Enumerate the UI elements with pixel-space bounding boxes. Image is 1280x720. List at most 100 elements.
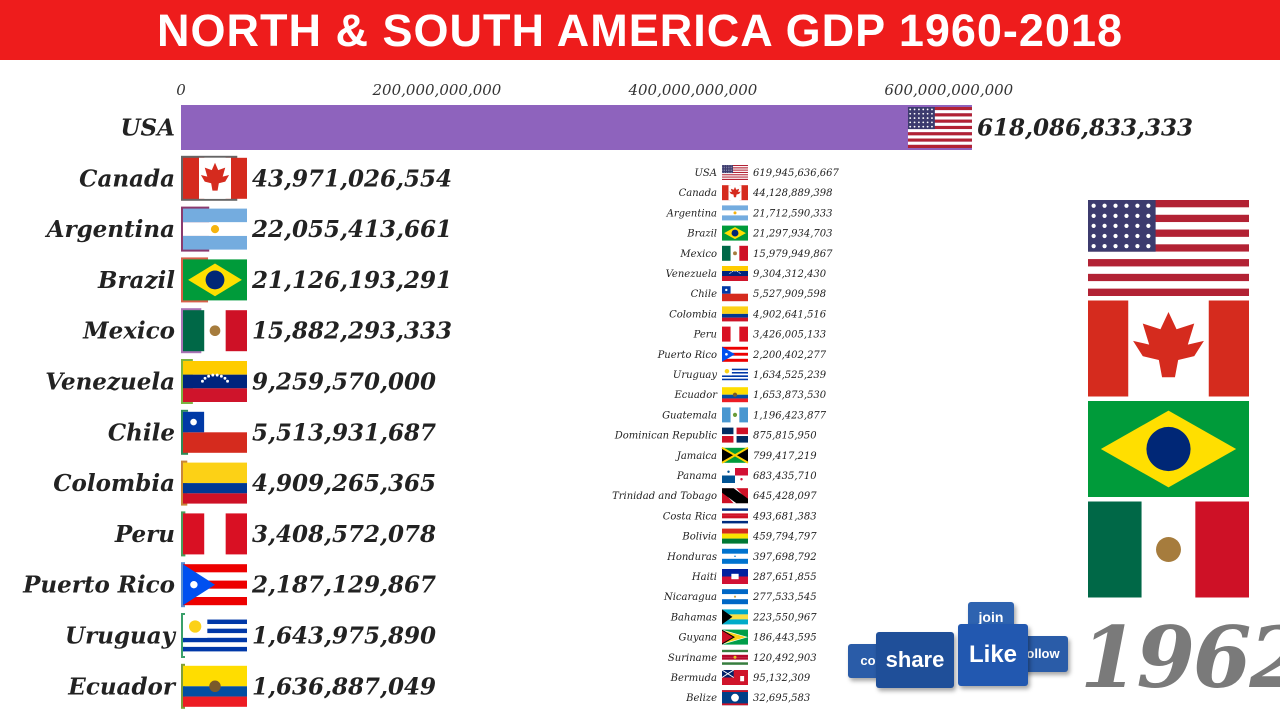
bar-group: Ecuador 1,636,887,049 [67, 663, 436, 709]
table-country: Suriname [668, 653, 717, 664]
value-label: 22,055,413,661 [251, 216, 452, 243]
flag-icon [722, 488, 748, 504]
flag-icon [722, 589, 748, 605]
bar-group: Mexico 15,882,293,333 [82, 308, 452, 354]
table-row: Bermuda 95,132,309 [670, 669, 811, 685]
table-row: Puerto Rico 2,200,402,277 [657, 346, 827, 362]
flag-icon [1088, 501, 1249, 598]
table-country: Mexico [679, 249, 717, 260]
flag-icon [1088, 401, 1249, 497]
table-row: Nicaragua 277,533,545 [663, 589, 817, 605]
table-row: Uruguay 1,634,525,239 [673, 367, 827, 382]
flag-icon [183, 310, 247, 352]
bar-group: Peru 3,408,572,078 [114, 511, 436, 557]
table-value: 2,200,402,277 [752, 350, 827, 361]
table-row: Brazil 21,297,934,703 [686, 225, 833, 241]
share-button[interactable]: share [876, 632, 954, 688]
flag-icon [722, 367, 748, 382]
flag-icon [183, 665, 247, 707]
category-label: Colombia [53, 470, 175, 497]
table-country: Haiti [691, 572, 717, 583]
table-row: Panama 683,435,710 [676, 468, 817, 483]
table-value: 120,492,903 [753, 653, 817, 664]
table-row: Guatemala 1,196,423,877 [662, 407, 827, 423]
table-value: 95,132,309 [753, 673, 811, 684]
bar-group: Brazil 21,126,193,291 [97, 257, 452, 303]
bar-group: Puerto Rico 2,187,129,867 [22, 562, 436, 608]
table-row: Venezuela 9,304,312,430 [666, 266, 827, 281]
flag-icon [722, 286, 748, 302]
table-row: Chile 5,527,909,598 [691, 286, 826, 302]
social-widget[interactable]: co ollow join share Like [846, 600, 1076, 715]
table-value: 32,695,583 [753, 693, 810, 704]
table-value: 21,297,934,703 [752, 229, 833, 240]
flag-icon [183, 208, 247, 250]
flag-icon [722, 468, 748, 483]
table-value: 493,681,383 [752, 511, 817, 522]
table-country: Argentina [666, 208, 717, 219]
table-value: 683,435,710 [753, 471, 817, 482]
table-country: USA [695, 168, 718, 179]
bar-group: Colombia 4,909,265,365 [53, 460, 436, 506]
table-row: Canada 44,128,889,398 [679, 185, 833, 201]
table-country: Belize [685, 693, 717, 704]
value-label: 2,187,129,867 [251, 572, 436, 599]
table-row: Suriname 120,492,903 [668, 649, 817, 665]
flag-icon [722, 548, 748, 564]
table-country: Nicaragua [663, 592, 717, 603]
flag-icon [722, 387, 748, 403]
table-value: 186,443,595 [753, 633, 817, 644]
table-value: 645,428,097 [753, 491, 817, 502]
x-tick-label: 0 [176, 81, 186, 99]
bar-group: USA 618,086,833,333 [120, 105, 1193, 150]
category-label: Mexico [82, 318, 175, 345]
table-row: Peru 3,426,005,133 [693, 326, 826, 342]
table-row: Colombia 4,902,641,516 [669, 306, 827, 322]
value-label: 9,259,570,000 [252, 369, 436, 396]
category-label: Chile [108, 419, 175, 446]
table-value: 3,426,005,133 [753, 330, 826, 341]
table-country: Bolivia [681, 532, 717, 543]
table-row: Belize 32,695,583 [685, 690, 810, 706]
table-country: Trinidad and Tobago [612, 491, 717, 502]
value-label: 3,408,572,078 [252, 521, 436, 548]
table-value: 1,634,525,239 [753, 370, 827, 381]
table-value: 44,128,889,398 [752, 188, 833, 199]
table-value: 1,196,423,877 [753, 410, 827, 421]
flag-icon [183, 259, 247, 301]
flag-icon [722, 508, 748, 524]
table-country: Dominican Republic [614, 431, 718, 442]
bar-group: Chile 5,513,931,687 [108, 409, 436, 455]
flag-icon [722, 609, 748, 625]
table-row: Dominican Republic 875,815,950 [614, 427, 817, 443]
flag-icon [183, 411, 247, 453]
table-country: Peru [693, 330, 717, 341]
flag-icon [722, 346, 748, 362]
table-country: Honduras [666, 552, 717, 563]
flag-icon [722, 165, 748, 180]
flag-icon [722, 690, 748, 706]
table-value: 223,550,967 [752, 612, 817, 623]
table-country: Puerto Rico [657, 350, 717, 361]
value-label: 5,513,931,687 [252, 419, 436, 446]
table-country: Ecuador [673, 390, 718, 401]
value-label: 1,643,975,890 [252, 623, 436, 650]
flag-icon [722, 528, 748, 544]
flag-icon [722, 185, 748, 201]
flag-icon [722, 427, 748, 443]
flag-icon [1088, 300, 1249, 397]
table-value: 459,794,797 [752, 532, 817, 543]
flag-icon [183, 157, 247, 199]
flag-icon [722, 407, 748, 423]
x-tick-label: 200,000,000,000 [372, 81, 502, 99]
flag-icon [722, 649, 748, 665]
table-value: 21,712,590,333 [752, 208, 833, 219]
like-button[interactable]: Like [958, 624, 1028, 686]
flag-icon [722, 245, 748, 261]
flag-icon [722, 205, 748, 221]
table-value: 799,417,219 [753, 451, 817, 462]
flag-icon [722, 629, 748, 645]
table-country: Bermuda [670, 673, 717, 684]
table-country: Canada [679, 188, 717, 199]
